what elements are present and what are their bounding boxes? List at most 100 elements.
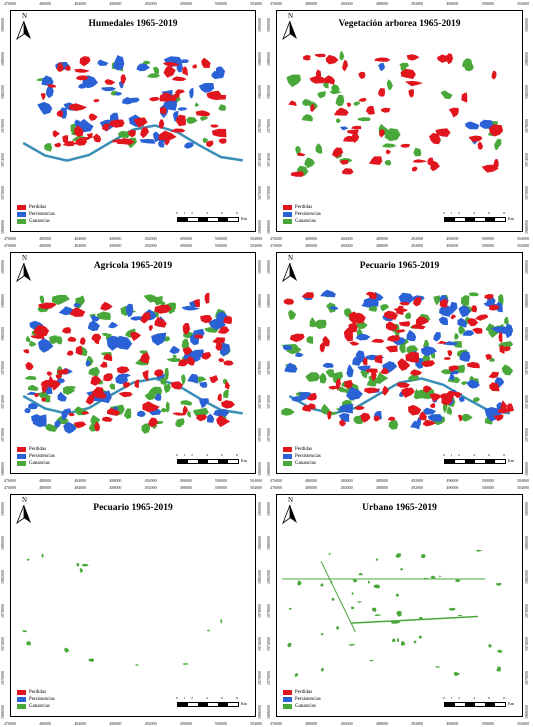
y-tick-label: 1982000 [0,85,5,100]
x-tick-label: 480000 [305,236,318,241]
persistence-patch [458,305,471,318]
loss-patch [358,97,367,102]
loss-patch [194,334,204,339]
gain-patch [207,629,210,632]
loss-patch [81,411,90,415]
gain-patch [81,563,89,567]
scale-number: 0 [176,211,178,215]
legend-item-gain: Ganancias [17,703,55,710]
legend-swatch [17,690,26,695]
persistence-patch [184,142,194,149]
loss-patch [174,89,185,95]
y-tick-label: 1974000 [266,394,271,409]
y-tick-label: 1990000 [0,502,5,516]
gain-patch [320,667,324,672]
gain-patch [413,147,422,157]
loss-patch [430,403,436,409]
legend-label: Ganancias [295,461,316,466]
loss-patch [162,61,180,67]
gain-patch [396,637,399,642]
loss-patch [457,414,463,422]
legend-item-persistence: Persistencias [17,696,55,703]
y-tick-label: 1970000 [257,428,262,443]
gain-patch [413,640,417,644]
y-tick-label: 1970000 [266,428,271,443]
loss-patch [401,387,415,398]
scale-number: 6 [221,453,223,457]
scale-number: 2 [458,453,460,457]
gain-patch [391,638,396,642]
persistence-patch [90,315,100,322]
gain-patch [396,610,402,617]
scale-number: 6 [221,211,223,215]
y-tick-label: 1982000 [524,85,529,100]
loss-patch [500,400,508,412]
persistence-patch [295,352,304,358]
scale-number: 2 [458,211,460,215]
loss-patch [201,352,212,360]
gain-patch [384,128,401,142]
loss-patch [192,64,198,69]
gain-patch [352,578,358,583]
persistence-patch [106,335,119,351]
loss-patch [159,92,174,102]
scale-unit: Km [508,458,514,463]
loss-patch [395,329,406,333]
gain-patch [475,549,483,552]
loss-patch [461,92,468,103]
gain-patch [368,305,378,312]
y-tick-label: 1970000 [257,671,262,686]
y-tick-label: 1966000 [266,705,271,719]
persistence-patch [61,409,68,421]
y-tick-label: 1966000 [524,462,529,476]
scale-number: 8 [236,696,238,700]
persistence-patch [346,364,354,378]
x-tick-label: 476000 [4,721,16,726]
x-tick-label: 480000 [39,1,52,6]
loss-patch [91,333,102,342]
scale-number: 1 [450,696,453,700]
x-tick-label: 496000 [179,478,192,483]
x-tick-label: 488000 [375,243,388,248]
loss-patch [351,132,360,143]
loss-patch [489,382,500,392]
loss-patch [173,92,180,98]
x-tick-label: 500000 [214,485,227,490]
gain-patch [287,642,292,648]
gain-patch [371,607,377,612]
legend-item-loss: Perdidas [17,204,55,211]
map-panel-pecuario1: 476000 476000 480000 480000 484000 484000 4880… [266,242,533,484]
gain-patch [464,63,474,72]
gain-patch [49,335,59,345]
scale-number: 0 [176,453,178,457]
x-tick-label: 484000 [74,1,87,6]
gain-patch [51,294,70,305]
loss-patch [154,304,172,314]
loss-patch [342,59,348,72]
gain-patch [497,649,503,653]
loss-patch [67,336,77,342]
persistence-patch [322,362,334,368]
loss-patch [385,345,398,353]
legend-label: Perdidas [29,447,47,452]
x-tick-label: 496000 [446,721,459,726]
gain-patch [386,79,393,91]
x-tick-label: 504000 [250,721,262,726]
loss-patch [107,407,121,416]
map-legend: Perdidas Persistencias Ganancias [283,689,321,710]
y-tick-label: 1986000 [266,535,271,550]
x-tick-label: 488000 [375,721,388,726]
map-frame: Humedales 1965-2019 N Perdidas Persistencia… [10,10,256,232]
gain-patch [96,311,111,320]
gain-patch [88,658,95,662]
x-tick-label: 492000 [411,243,424,248]
x-tick-label: 484000 [340,478,353,483]
scale-number: 1 [183,453,186,457]
loss-patch [93,133,102,143]
map-legend: Perdidas Persistencias Ganancias [17,204,55,225]
loss-patch [467,361,480,369]
loss-patch [344,380,354,389]
loss-patch [369,156,383,165]
legend-label: Persistencias [29,454,55,459]
y-tick-label: 1970000 [266,671,271,686]
